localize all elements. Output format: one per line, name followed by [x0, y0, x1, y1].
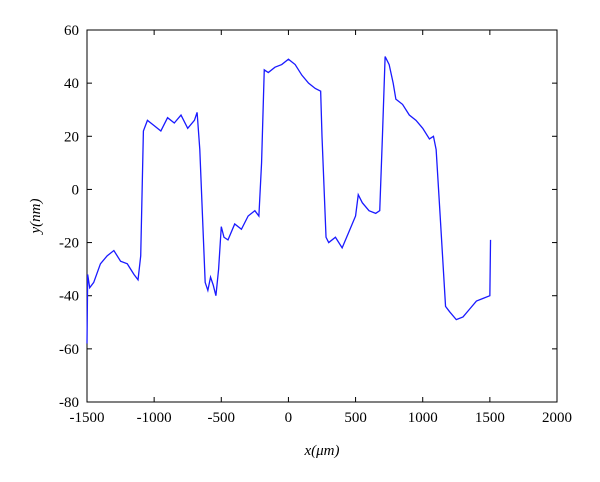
y-tick-label: -40: [59, 289, 79, 305]
x-tick-label: 0: [285, 410, 293, 426]
x-tick-label: 1500: [475, 410, 505, 426]
x-tick-label: 1000: [408, 410, 438, 426]
y-tick-label: 60: [64, 23, 79, 39]
x-axis-label: x(μm): [303, 443, 339, 459]
y-tick-label: -60: [59, 342, 79, 358]
plot-frame: [86, 29, 558, 403]
x-tick-label: 2000: [542, 410, 572, 426]
y-tick-label: -80: [59, 395, 79, 411]
y-axis-label: y(nm): [28, 199, 44, 236]
x-tick-label: 500: [344, 410, 367, 426]
x-tick-label: -1500: [70, 410, 105, 426]
data-line: [86, 56, 492, 344]
y-tick-label: 40: [64, 76, 79, 92]
y-tick-label: 0: [72, 182, 80, 198]
x-tick-label: -500: [208, 410, 236, 426]
y-tick-label: 20: [64, 129, 79, 145]
x-tick-label: -1000: [137, 410, 172, 426]
y-tick-label: -20: [59, 236, 79, 252]
